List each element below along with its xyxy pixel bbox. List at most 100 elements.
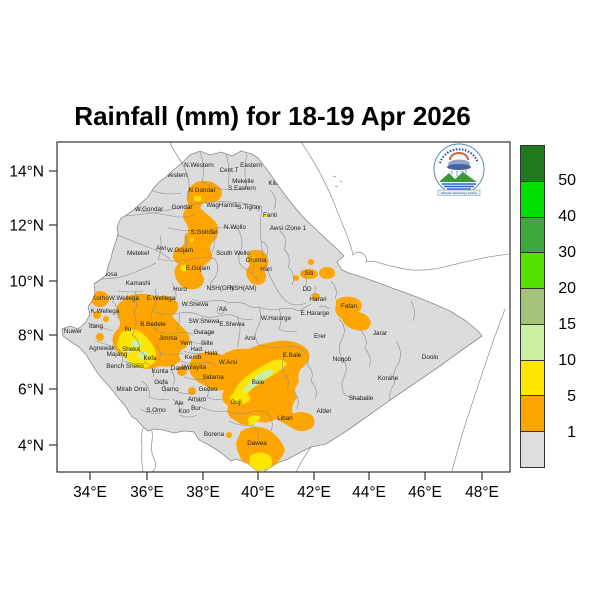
zone-label: Western (164, 172, 188, 179)
ethiopia-landmass (61, 150, 483, 472)
lon-tick-label: 34°E (73, 484, 107, 501)
rain-yellow-slash (248, 415, 261, 427)
zone-label: Kon (178, 408, 190, 415)
colorbar-segment (520, 396, 545, 433)
lat-tick-label: 4°N (18, 438, 44, 455)
lat-tick-label: 8°N (18, 328, 44, 345)
rain-green-sheka-2 (138, 351, 148, 359)
zone-label: Sidama (202, 374, 224, 381)
rain-patch-siti-1 (300, 269, 318, 279)
zone-label: Bench Sheko (106, 363, 144, 370)
zone-label: Hala (205, 350, 218, 357)
rain-yellow-guji (230, 392, 250, 404)
sudan-eritrea-border (169, 142, 183, 164)
rainfall-overlay (91, 180, 371, 471)
colorbar-label: 50 (558, 172, 576, 190)
logo-cloud-dark (447, 164, 471, 170)
zone-label: Bur (191, 405, 201, 412)
zone-label: K.Wellega (91, 308, 120, 315)
zone-label: W.Wellega (109, 295, 139, 302)
rain-speck-gamo (188, 387, 196, 395)
zone-label: WagHamra (206, 202, 238, 209)
emi-logo: Ethiopian Meteorology Institute (433, 143, 485, 196)
zone-label: Horo (173, 286, 187, 293)
zone-label: Awi (156, 245, 166, 252)
logo-rain (451, 170, 467, 176)
zone-label: Liban (277, 415, 293, 422)
zone-label: Kefa (144, 355, 157, 362)
zone-label: Harari (309, 296, 326, 303)
zone-label: W.Hararge (261, 315, 292, 322)
zone-label: Eastern (240, 162, 262, 169)
zone-label: W.Gojam (167, 247, 193, 254)
chart-title: Rainfall (mm) for 18-19 Apr 2026 (74, 101, 471, 132)
zone-label: NSH(OR) (207, 285, 234, 292)
colorbar-label: 40 (558, 208, 576, 226)
colorbar (520, 145, 545, 469)
rain-green-sheka-3 (126, 348, 132, 354)
zone-label: Sheka (122, 346, 140, 353)
rain-yellow-ilu-sheka (117, 329, 157, 368)
zone-label: Awsi /Zone 1 (270, 225, 307, 232)
zone-label: Kemb (185, 354, 202, 361)
rain-speck-itang (93, 311, 101, 319)
rain-patch-dawea (236, 426, 285, 471)
colorbar-segment (520, 324, 545, 361)
zone-label: Shabelle (349, 395, 374, 402)
zone-label: Gofa (154, 379, 168, 386)
zone-label: Gurage (193, 329, 215, 336)
lat-axis: 14°N 12°N 10°N 8°N 6°N 4°N (9, 164, 57, 455)
lat-tick-label: 12°N (9, 218, 44, 235)
zone-label: N.Western (184, 162, 214, 169)
zone-label: Gedeo (199, 386, 218, 393)
zone-label: W.Gondar (135, 206, 163, 213)
rain-yellow-egojam (180, 264, 188, 272)
zone-label: S.Omo (146, 407, 166, 414)
zone-label: NSH(AM) (230, 285, 257, 292)
rain-patch-gondar (172, 180, 223, 290)
zone-label: Siti (305, 270, 314, 277)
rain-patch-fafan (335, 296, 371, 331)
zone-label: Arsi (245, 335, 256, 342)
logo-water (442, 183, 476, 190)
zone-label: Silte (201, 340, 214, 347)
rain-speck-agnewak (96, 333, 104, 341)
colorbar-label: 30 (558, 244, 576, 262)
rain-patch-siti-2 (319, 267, 335, 279)
rain-speck-borena (226, 432, 232, 438)
lon-tick-label: 36°E (130, 484, 164, 501)
zone-label: Gondar (171, 204, 192, 211)
zone-label: Mekelle (232, 178, 254, 185)
zone-label: Afder (316, 408, 331, 415)
lon-tick-label: 40°E (241, 484, 275, 501)
lon-axis: 34°E 36°E 38°E 40°E 42°E 44°E 46°E 48°E (73, 472, 499, 501)
zone-label: E.Hararge (301, 310, 330, 317)
somalia-coastline (451, 308, 506, 472)
zone-label: E.Gojam (186, 265, 211, 272)
zone-label: Had. (190, 346, 204, 353)
zone-label: Hari (260, 266, 272, 273)
zone-label: Dawro (171, 365, 190, 372)
zone-label: Amaro (188, 396, 207, 403)
lon-tick-label: 44°E (352, 484, 386, 501)
zone-label: Metekel (127, 250, 149, 257)
logo-arc-text (438, 148, 480, 164)
zone-label: S.Gondar (191, 229, 218, 236)
colorbar-segment (520, 181, 545, 218)
zone-label: Assosa (97, 271, 118, 278)
rain-speck (308, 259, 314, 265)
zone-label: Dawea (247, 440, 267, 447)
zone-label: W.Shewa (182, 301, 209, 308)
zone-label: Gamo (161, 386, 179, 393)
logo-sun-arc (449, 152, 469, 161)
dahlak-islands (332, 175, 343, 188)
zone-label: S.Tigray (237, 204, 261, 211)
lon-tick-label: 38°E (186, 484, 220, 501)
zone-label: Nuwer (64, 328, 82, 335)
zone-boundaries (87, 151, 415, 444)
zone-label: Nogob (333, 356, 352, 363)
rain-yellow-dawea (249, 452, 273, 471)
zone-label: N.Wollo (224, 224, 246, 231)
zone-label: DD (302, 286, 312, 293)
